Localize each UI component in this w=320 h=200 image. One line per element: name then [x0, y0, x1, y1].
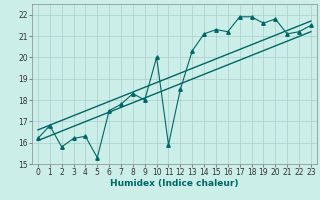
- X-axis label: Humidex (Indice chaleur): Humidex (Indice chaleur): [110, 179, 239, 188]
